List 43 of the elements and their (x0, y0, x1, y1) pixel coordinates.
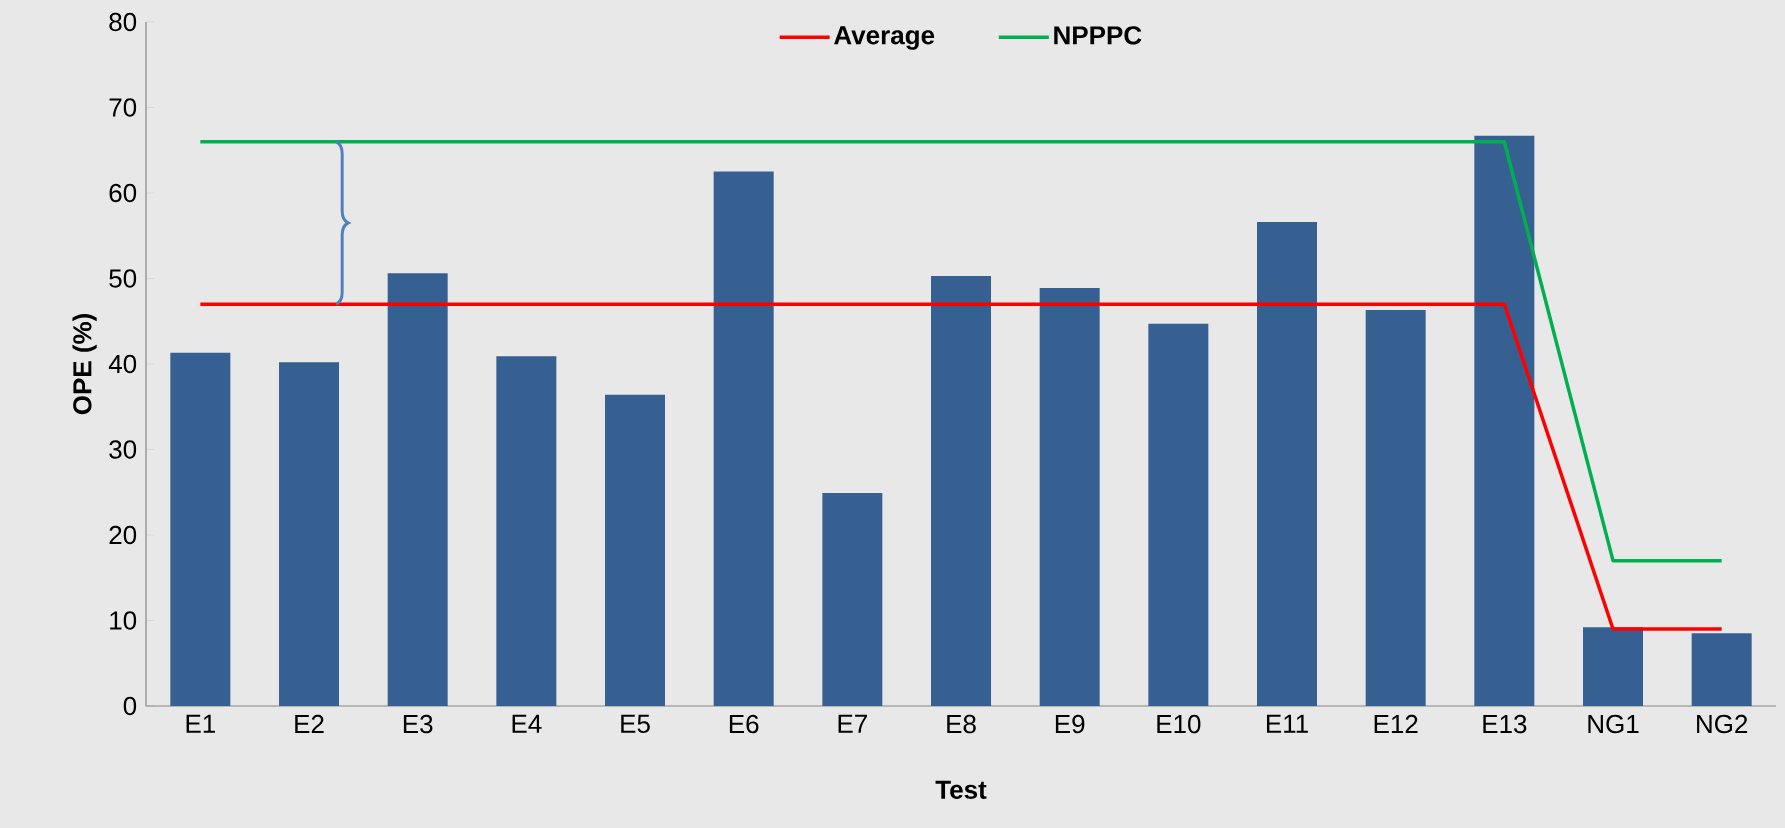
legend-label: Average (834, 26, 935, 50)
bar (1691, 633, 1752, 706)
y-tick-label: 20 (109, 525, 137, 545)
x-tick-label: NG1 (1588, 714, 1639, 734)
bar (931, 275, 992, 706)
y-axis-title: OPE (%) (72, 314, 97, 415)
bar (1257, 222, 1318, 706)
bar (822, 493, 883, 706)
y-tick-label: 60 (109, 183, 137, 203)
y-tick-label: 70 (109, 98, 137, 117)
x-tick-label: E10 (1157, 714, 1201, 734)
bar (170, 352, 231, 706)
bar (496, 356, 557, 706)
bar (713, 171, 774, 706)
x-tick-label: E11 (1266, 714, 1308, 733)
x-tick-label: E12 (1374, 714, 1418, 734)
bar (1148, 323, 1209, 706)
bar (387, 273, 448, 706)
bar (279, 362, 340, 706)
bar (605, 394, 666, 706)
x-tick-label: E1 (186, 714, 215, 733)
y-tick-label: 10 (110, 611, 137, 630)
y-tick-label: 0 (123, 696, 137, 716)
y-tick-label: 40 (108, 354, 137, 374)
x-tick-label: E3 (403, 714, 433, 734)
y-tick-label: 80 (109, 12, 137, 32)
bar (1474, 135, 1535, 706)
x-tick-label: E5 (621, 714, 650, 733)
bar (1583, 627, 1644, 706)
x-axis-title: Test (935, 780, 987, 799)
bar (1039, 287, 1100, 706)
bar (1365, 310, 1426, 706)
x-tick-label: E4 (512, 714, 542, 733)
x-tick-label: E8 (947, 714, 976, 734)
x-tick-label: E6 (729, 714, 759, 734)
y-tick-label: 50 (109, 269, 137, 288)
y-tick-label: 30 (109, 440, 137, 459)
x-tick-label: E7 (838, 714, 867, 733)
legend-label: NPPPC (1054, 26, 1142, 45)
x-tick-label: NG2 (1697, 714, 1748, 734)
x-tick-label: E9 (1055, 714, 1085, 734)
x-tick-label: E2 (295, 714, 324, 734)
x-tick-label: E13 (1483, 714, 1527, 734)
